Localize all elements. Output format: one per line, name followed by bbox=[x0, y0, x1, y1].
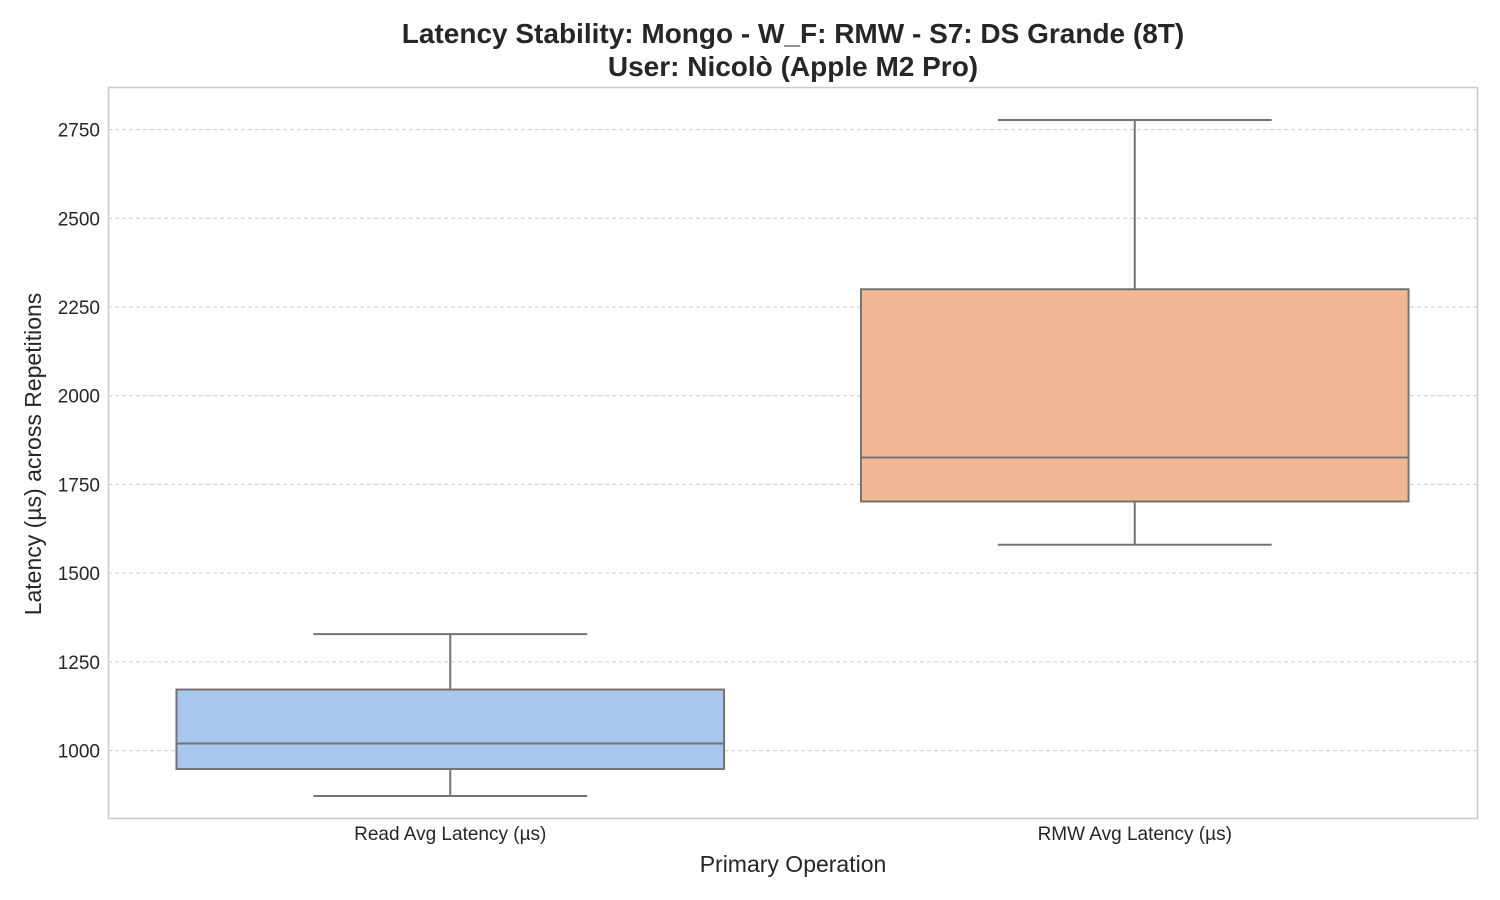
y-tick-label-1250: 1250 bbox=[58, 653, 100, 674]
x-tick-labels: Read Avg Latency (µs) RMW Avg Latency (µs… bbox=[354, 824, 1232, 845]
chart-subtitle: User: Nicolò (Apple M2 Pro) bbox=[608, 51, 978, 82]
y-tick-labels: 1000 1250 1500 1750 2000 2250 2500 2750 bbox=[58, 121, 100, 763]
box-group-1 bbox=[175, 633, 726, 797]
y-tick-label-1750: 1750 bbox=[58, 475, 100, 496]
y-tick-label-2750: 2750 bbox=[58, 121, 100, 142]
x-axis-label: Primary Operation bbox=[700, 851, 887, 877]
box-plots bbox=[175, 119, 1410, 797]
box-iqr bbox=[859, 288, 1410, 503]
chart-title: Latency Stability: Mongo - W_F: RMW - S7… bbox=[402, 18, 1184, 49]
y-axis-label: Latency (µs) across Repetitions bbox=[20, 293, 46, 616]
x-tick-label-1: Read Avg Latency (µs) bbox=[354, 824, 546, 845]
box-group-2 bbox=[859, 119, 1410, 546]
x-tick-label-2: RMW Avg Latency (µs) bbox=[1038, 824, 1232, 845]
y-tick-label-2500: 2500 bbox=[58, 209, 100, 230]
y-tick-label-1500: 1500 bbox=[58, 564, 100, 585]
y-tick-label-1000: 1000 bbox=[58, 742, 100, 763]
y-tick-label-2000: 2000 bbox=[58, 387, 100, 408]
plot-frame bbox=[107, 86, 1479, 820]
y-tick-label-2250: 2250 bbox=[58, 298, 100, 319]
box-iqr bbox=[175, 688, 726, 771]
